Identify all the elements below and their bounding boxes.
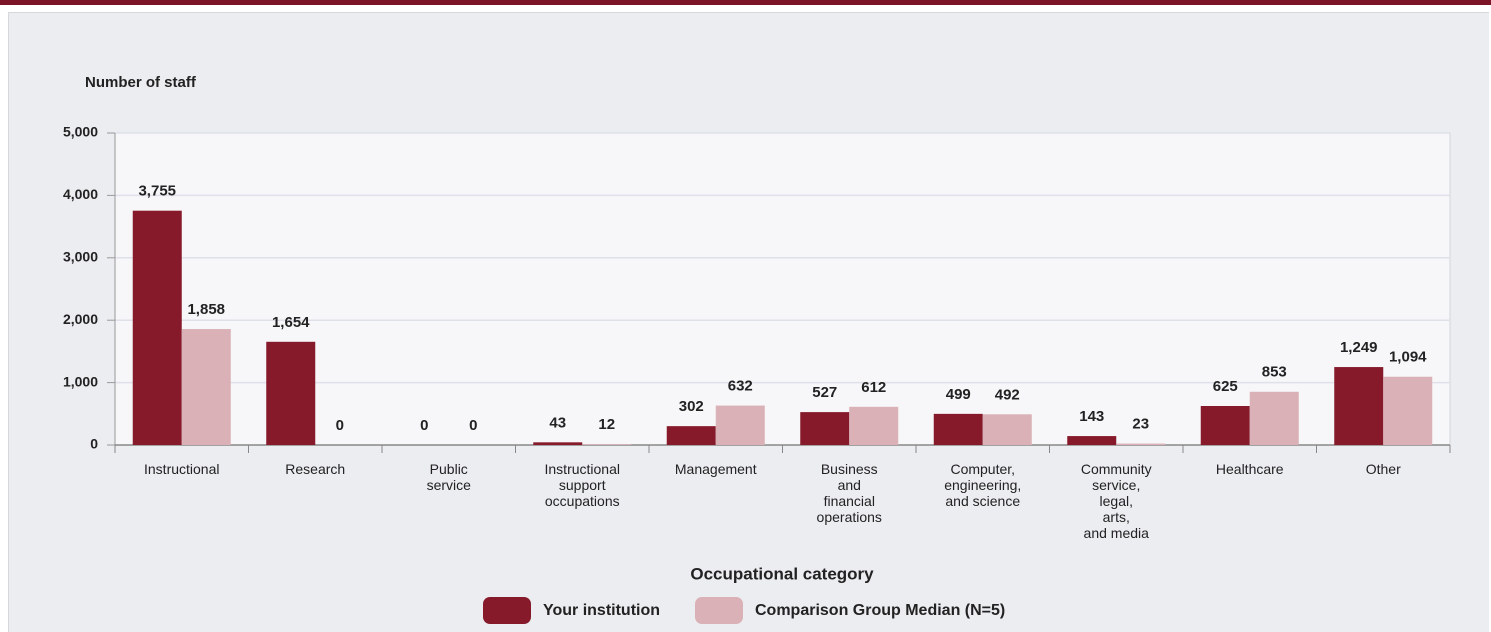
x-axis-title: Occupational category — [690, 564, 874, 583]
bar — [933, 413, 983, 445]
value-label: 0 — [469, 417, 477, 434]
value-label: 0 — [420, 417, 428, 434]
bar — [1334, 367, 1384, 445]
bar — [800, 412, 850, 445]
value-label: 1,094 — [1389, 349, 1427, 366]
x-tick-label: Instructional — [144, 461, 220, 477]
value-label: 853 — [1262, 364, 1287, 381]
x-tick-label: Research — [285, 461, 346, 477]
bar — [181, 329, 231, 445]
value-label: 1,858 — [187, 301, 225, 318]
x-tick-label: Instructional support occupations — [544, 461, 620, 509]
bar — [132, 210, 182, 445]
bar — [849, 406, 899, 445]
value-label: 1,249 — [1340, 339, 1378, 356]
value-label: 43 — [549, 414, 566, 431]
y-tick-label: 1,000 — [63, 373, 98, 389]
x-tick-label: Business and financial operations — [816, 461, 882, 525]
plot-area — [114, 132, 1451, 446]
value-label: 302 — [679, 398, 704, 415]
legend-swatch — [483, 597, 531, 624]
legend-label: Your institution — [543, 602, 660, 619]
y-tick-label: 0 — [90, 436, 98, 452]
y-tick-label: 5,000 — [63, 124, 98, 140]
bar — [266, 341, 316, 445]
value-label: 1,654 — [272, 314, 310, 331]
value-label: 143 — [1079, 408, 1104, 425]
value-label: 527 — [812, 384, 837, 401]
bar — [1383, 376, 1433, 445]
value-label: 499 — [946, 386, 971, 403]
bar — [1116, 443, 1166, 445]
x-tick-label: Public service — [426, 461, 471, 493]
bar — [582, 444, 632, 445]
value-label: 12 — [598, 416, 615, 433]
bar — [1200, 406, 1250, 445]
value-label: 3,755 — [138, 183, 176, 200]
bar — [533, 442, 583, 445]
x-tick-label: Healthcare — [1215, 461, 1284, 477]
x-tick-label: Other — [1365, 461, 1401, 477]
y-tick-label: 3,000 — [63, 249, 98, 265]
x-tick-label: Community service, legal, arts, and medi… — [1080, 461, 1152, 541]
value-label: 0 — [336, 417, 344, 434]
y-tick-label: 4,000 — [63, 186, 98, 202]
y-tick-label: 2,000 — [63, 311, 98, 327]
bar — [666, 426, 716, 445]
value-label: 612 — [861, 379, 886, 396]
bar — [982, 414, 1032, 445]
value-label: 625 — [1213, 378, 1238, 395]
bar — [1249, 391, 1299, 445]
top-bar — [0, 0, 1491, 5]
legend-swatch — [695, 597, 743, 624]
bar — [1067, 436, 1117, 445]
bar — [715, 405, 765, 445]
x-tick-label: Computer, engineering, and science — [944, 461, 1022, 509]
value-label: 632 — [728, 378, 753, 395]
value-label: 23 — [1132, 416, 1149, 433]
x-tick-label: Management — [674, 461, 757, 477]
legend-label: Comparison Group Median (N=5) — [755, 602, 1005, 619]
y-axis-title: Number of staff — [85, 74, 197, 91]
value-label: 492 — [995, 386, 1020, 403]
